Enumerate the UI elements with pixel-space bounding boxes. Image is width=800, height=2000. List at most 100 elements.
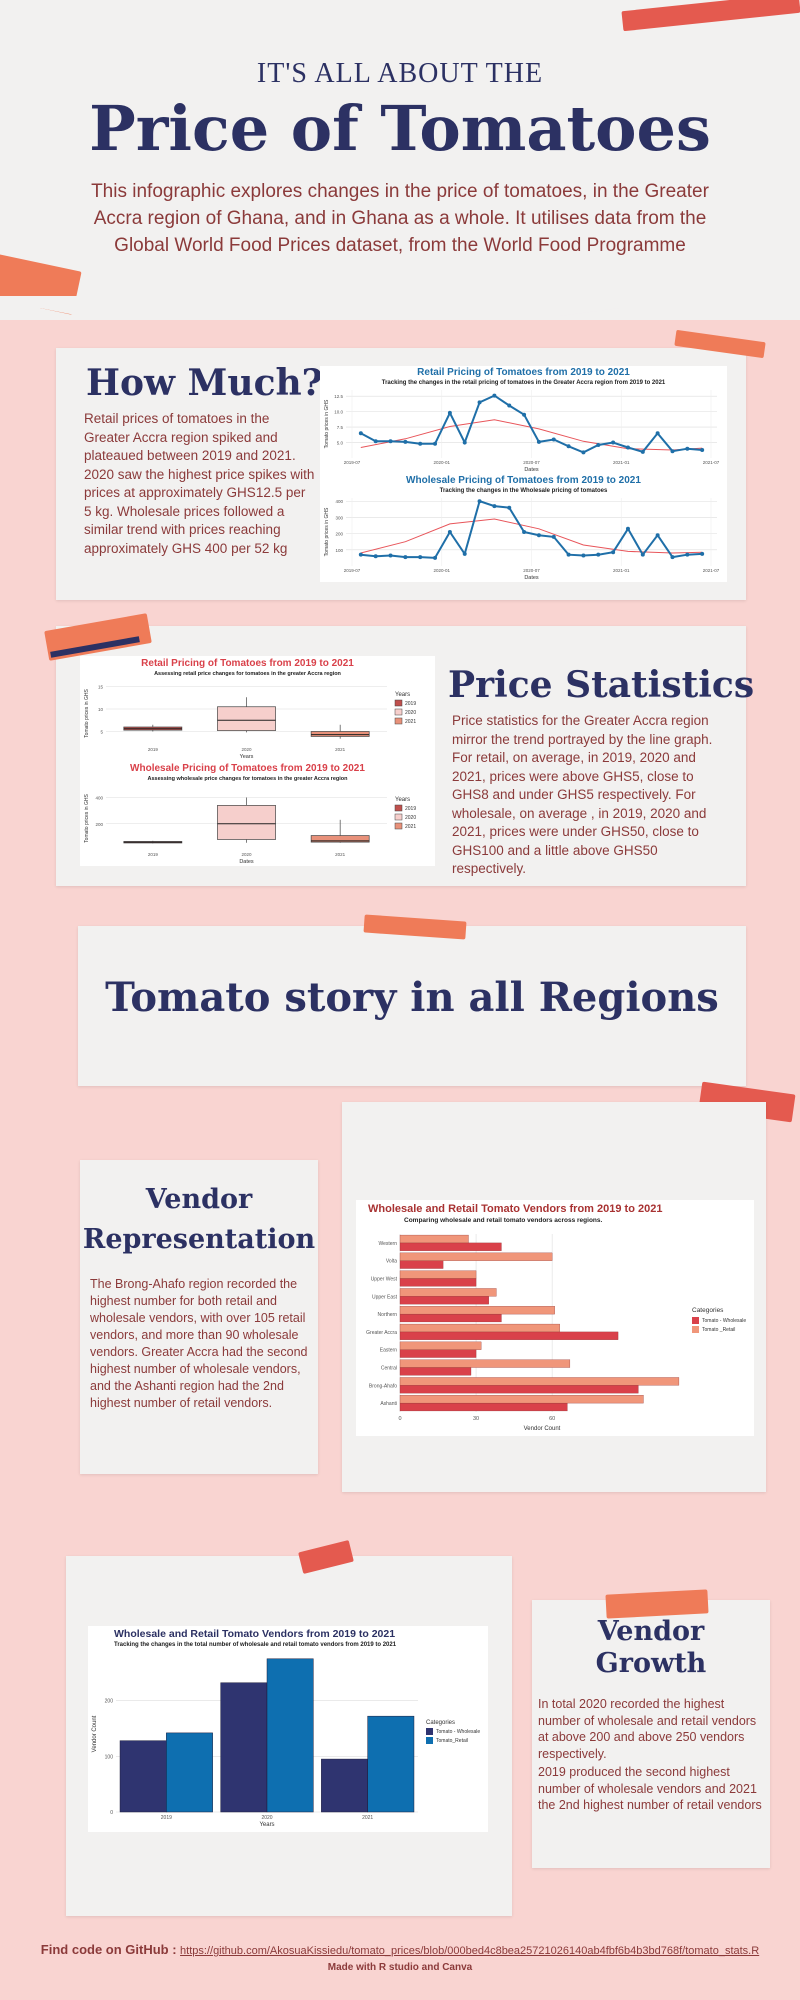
github-link[interactable]: https://github.com/AkosuaKissiedu/tomato… bbox=[180, 1945, 760, 1957]
vendor-growth-text-1: In total 2020 recorded the highest numbe… bbox=[538, 1697, 757, 1761]
data-point bbox=[685, 446, 690, 451]
y-tick-label: 5.0 bbox=[337, 441, 344, 446]
vendor-growth-heading-2: Growth bbox=[595, 1648, 707, 1679]
legend-label: 2019 bbox=[405, 806, 416, 812]
x-tick-label: 2021-07 bbox=[703, 460, 720, 465]
data-point bbox=[492, 504, 497, 509]
series-line bbox=[360, 499, 703, 559]
bar bbox=[399, 1278, 477, 1287]
data-point bbox=[670, 555, 675, 560]
trend-line bbox=[360, 518, 703, 554]
bar bbox=[399, 1402, 568, 1412]
y-axis-label: Vendor Count bbox=[92, 1715, 98, 1752]
data-point bbox=[433, 441, 438, 446]
data-point bbox=[551, 437, 556, 442]
x-axis-label: Dates bbox=[524, 467, 539, 473]
data-point bbox=[403, 439, 408, 444]
y-tick-label: Central bbox=[381, 1366, 397, 1372]
data-point bbox=[418, 441, 423, 446]
vendor-growth-card bbox=[532, 1600, 770, 1868]
regions-heading: Tomato story in all Regions bbox=[105, 974, 719, 1021]
data-point bbox=[388, 439, 393, 444]
data-point bbox=[685, 552, 690, 557]
bar bbox=[119, 1740, 167, 1813]
header-background bbox=[0, 0, 800, 320]
box bbox=[217, 706, 276, 731]
data-point bbox=[551, 534, 556, 539]
data-point bbox=[625, 526, 630, 531]
bar bbox=[399, 1331, 619, 1340]
data-point bbox=[477, 400, 482, 405]
chart-title: Wholesale Pricing of Tomatoes from 2019 … bbox=[130, 763, 365, 774]
x-tick-label: 2021 bbox=[335, 747, 346, 752]
data-point bbox=[358, 431, 363, 436]
data-point bbox=[477, 499, 482, 504]
y-tick-label: Eastern bbox=[380, 1348, 397, 1354]
legend-title: Categories bbox=[692, 1307, 724, 1314]
how-much-text: Retail prices of tomatoes in the Greater… bbox=[84, 411, 315, 556]
legend-swatch bbox=[426, 1728, 433, 1735]
data-point bbox=[596, 552, 601, 557]
vendor-representation-heading-2: Representation bbox=[82, 1224, 316, 1255]
data-point bbox=[507, 505, 512, 510]
data-point bbox=[418, 555, 423, 560]
y-tick-label: 100 bbox=[105, 1754, 114, 1760]
footer-line: Find code on GitHub : https://github.com… bbox=[0, 1942, 800, 1957]
y-tick-label: 200 bbox=[95, 822, 103, 827]
x-tick-label: 2019 bbox=[148, 852, 159, 857]
x-tick-label: 2020 bbox=[241, 747, 252, 752]
data-point bbox=[566, 444, 571, 449]
data-point bbox=[566, 552, 571, 557]
legend-title: Categories bbox=[426, 1720, 455, 1726]
price-statistics-heading: Price Statistics bbox=[448, 664, 755, 706]
y-tick-label: 12.5 bbox=[334, 394, 343, 399]
y-tick-label: Brong-Ahafo bbox=[369, 1383, 397, 1389]
data-point bbox=[358, 552, 363, 557]
vendor-representation-card bbox=[80, 1160, 318, 1474]
x-axis-label: Years bbox=[240, 754, 254, 760]
legend-swatch bbox=[394, 708, 403, 716]
torn-edge bbox=[0, 296, 800, 318]
legend-label: 2021 bbox=[405, 719, 416, 725]
bar bbox=[399, 1377, 680, 1386]
x-axis-label: Dates bbox=[524, 575, 539, 581]
data-point bbox=[581, 553, 586, 558]
data-point bbox=[447, 410, 452, 415]
vendor-growth-text-2: 2019 produced the second highest number … bbox=[538, 1765, 762, 1812]
x-axis-label: Vendor Count bbox=[524, 1426, 561, 1432]
y-tick-label: 400 bbox=[95, 796, 103, 801]
legend-swatch bbox=[692, 1317, 699, 1324]
legend-swatch bbox=[394, 813, 403, 821]
data-point bbox=[388, 553, 393, 558]
data-point bbox=[373, 439, 378, 444]
y-tick-label: 100 bbox=[335, 548, 343, 553]
x-tick-label: 2020-07 bbox=[523, 568, 540, 573]
legend-swatch bbox=[394, 804, 403, 812]
vendor-representation-heading-1: Vendor bbox=[145, 1184, 253, 1215]
legend-swatch bbox=[394, 822, 403, 830]
y-tick-label: 300 bbox=[335, 515, 343, 520]
legend-label: 2020 bbox=[405, 815, 416, 821]
chart-title: Retail Pricing of Tomatoes from 2019 to … bbox=[141, 658, 354, 669]
y-tick-label: Northern bbox=[378, 1312, 398, 1318]
data-point bbox=[581, 450, 586, 455]
y-tick-label: 200 bbox=[105, 1699, 114, 1705]
data-point bbox=[507, 403, 512, 408]
y-axis-label: Tomato prices in GHS bbox=[324, 399, 330, 448]
x-tick-label: 2020 bbox=[261, 1815, 272, 1821]
y-tick-label: 10.0 bbox=[334, 410, 343, 415]
y-tick-label: Greater Accra bbox=[366, 1330, 397, 1336]
legend-label: Tomato _Retail bbox=[702, 1327, 735, 1333]
vendor-representation-text: The Brong-Ahafo region recorded the high… bbox=[90, 1277, 308, 1410]
bar bbox=[399, 1242, 502, 1251]
bar bbox=[399, 1306, 555, 1315]
y-tick-label: 400 bbox=[335, 499, 343, 504]
y-axis-label: Tomato prices in GHS bbox=[324, 507, 330, 556]
data-point bbox=[536, 533, 541, 538]
data-point bbox=[700, 551, 705, 556]
legend-title: Years bbox=[395, 797, 410, 803]
y-tick-label: Ashanti bbox=[380, 1401, 397, 1407]
bar bbox=[321, 1758, 368, 1813]
x-tick-label: 2019 bbox=[148, 747, 159, 752]
legend-swatch bbox=[394, 699, 403, 707]
